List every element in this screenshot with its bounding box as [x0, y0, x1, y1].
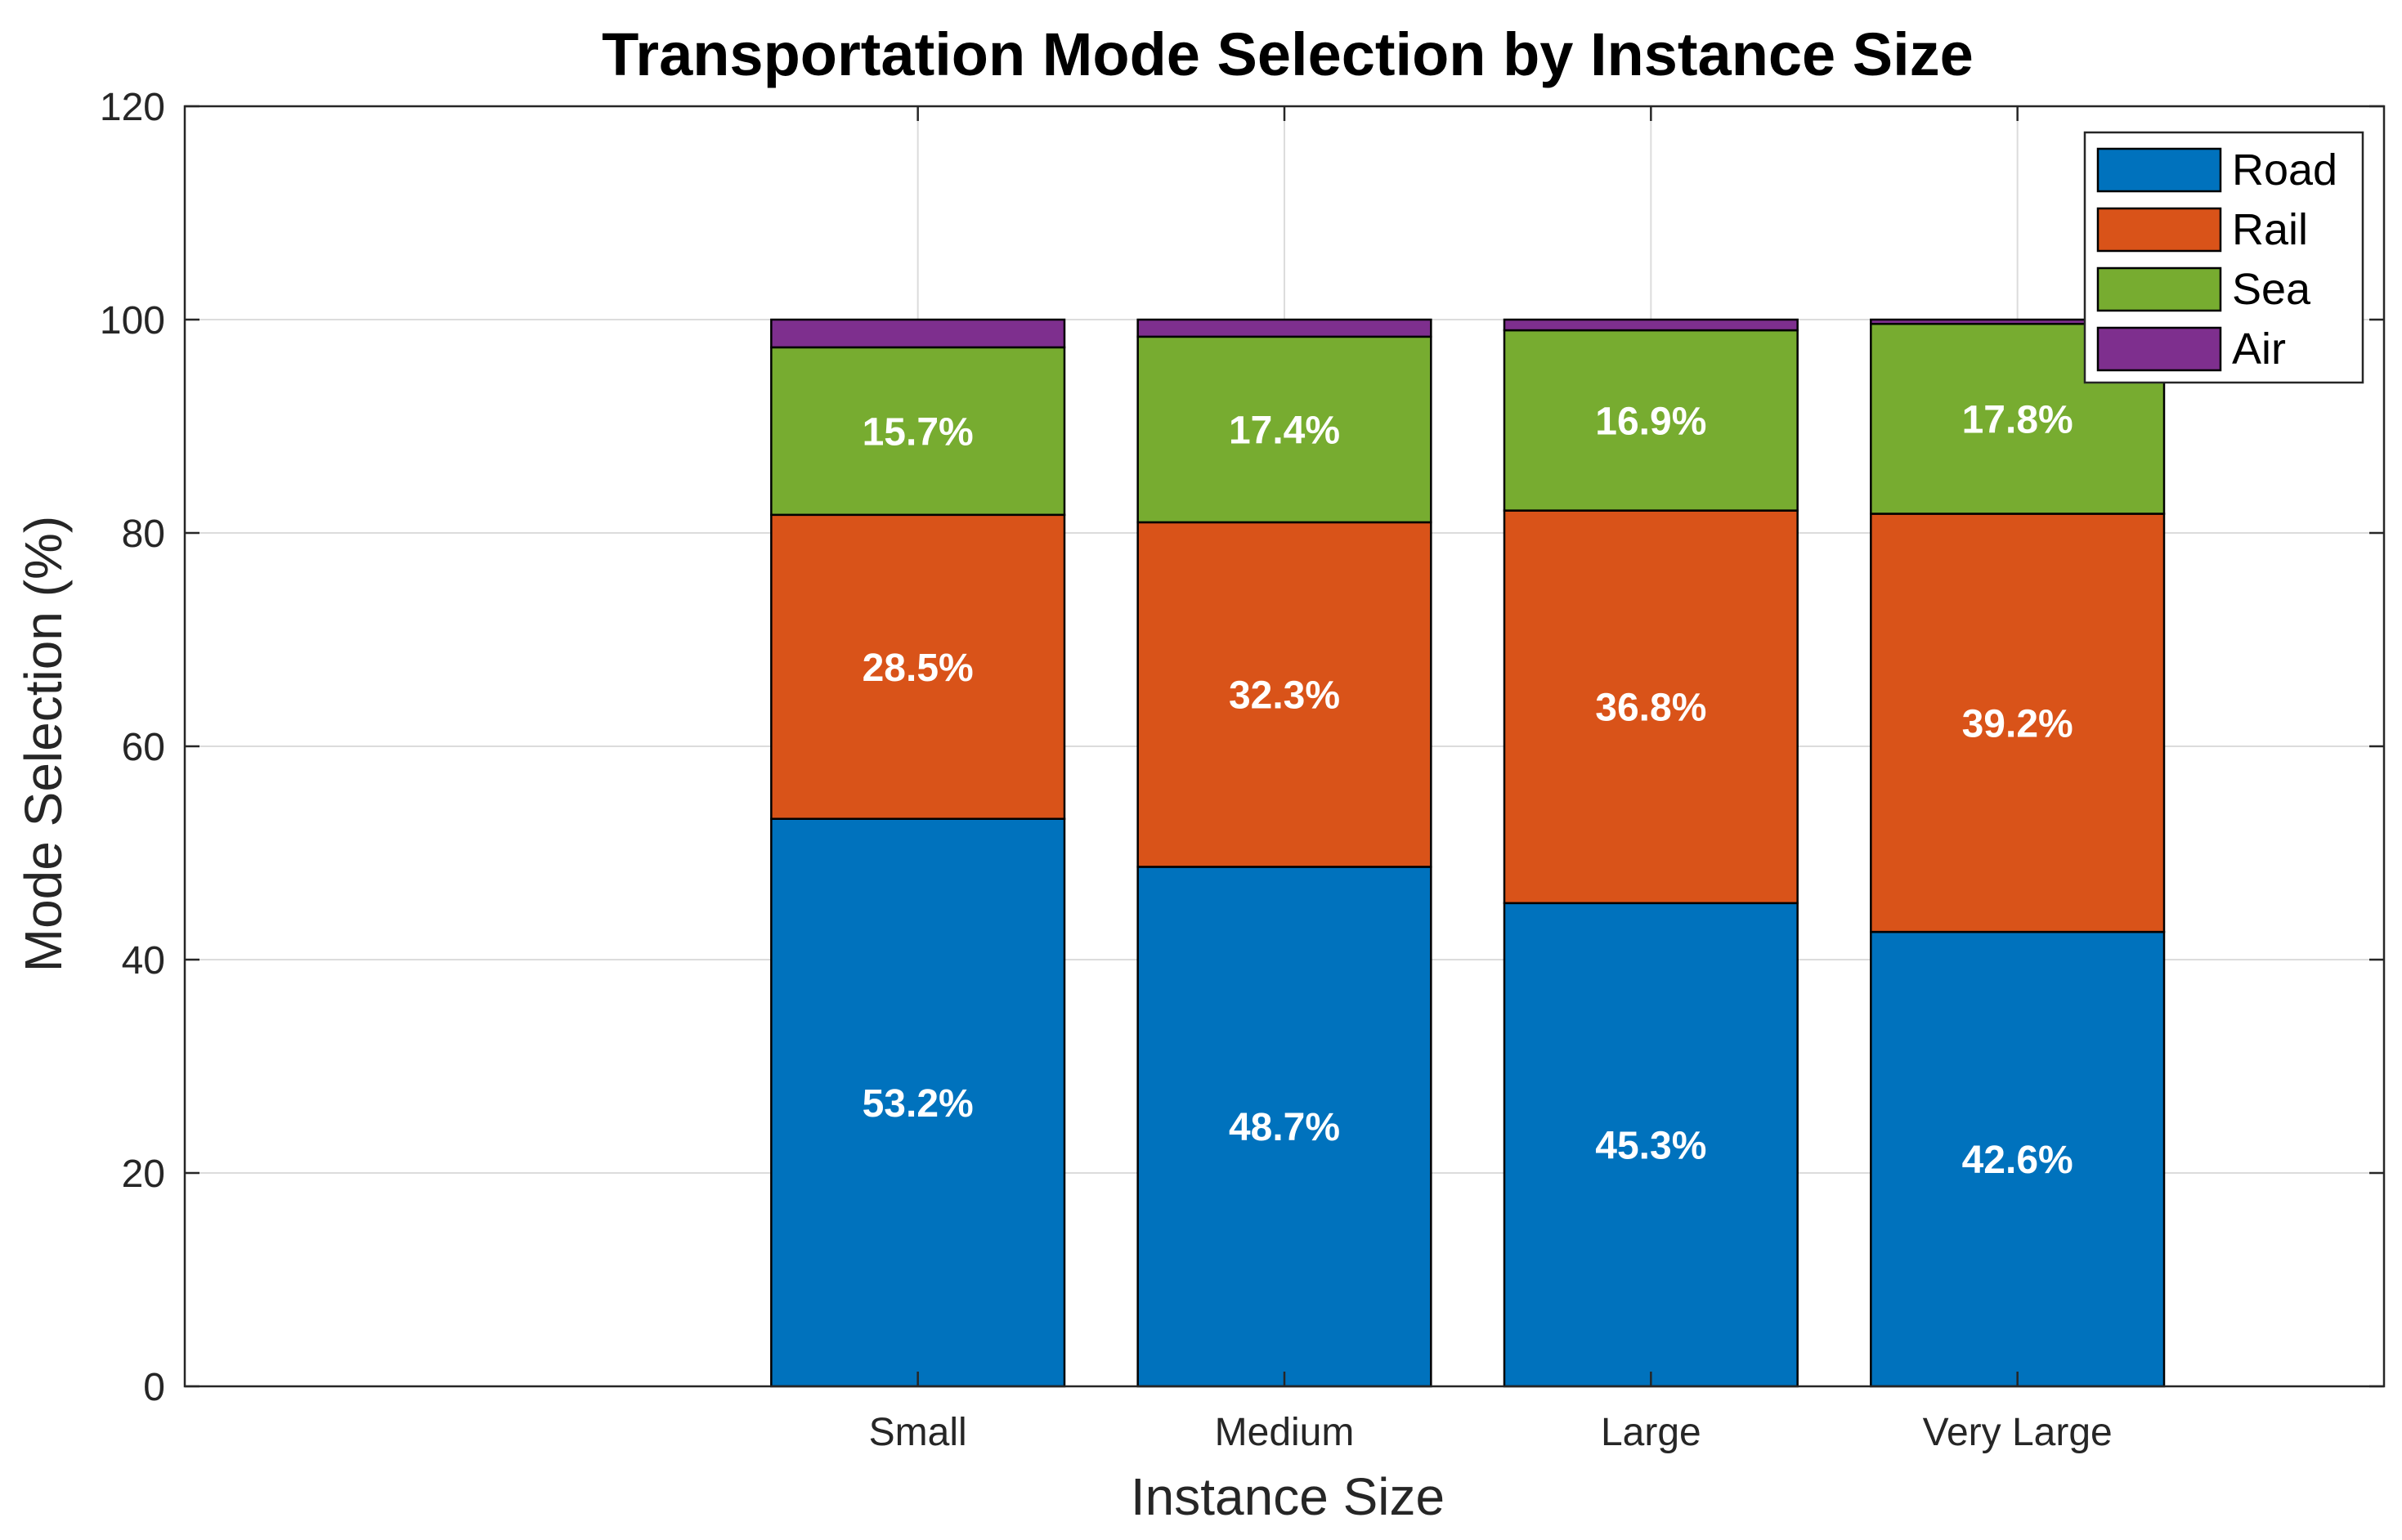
- x-tick-label: Very Large: [1923, 1411, 2113, 1454]
- legend-swatch-air: [2096, 326, 2222, 372]
- bar-segment-air-large: [1503, 318, 1799, 332]
- bar-segment-air-medium: [1136, 318, 1432, 338]
- data-label-sea-very-large: 17.8%: [1962, 398, 2073, 441]
- y-tick-label: 40: [122, 939, 165, 983]
- y-tick-label: 0: [143, 1366, 165, 1409]
- legend-swatch-rail: [2096, 207, 2222, 253]
- y-axis-label: Mode Selection (%): [14, 516, 73, 972]
- data-label-rail-large: 36.8%: [1595, 687, 1706, 730]
- y-tick-label: 60: [122, 726, 165, 769]
- legend: Road Rail Sea Air: [2083, 131, 2364, 384]
- legend-swatch-sea: [2096, 266, 2222, 312]
- bar-segment-rail-large: [1503, 509, 1799, 905]
- data-label-sea-small: 15.7%: [863, 410, 974, 454]
- y-tick-label: 120: [100, 86, 165, 129]
- legend-label-road: Road: [2232, 145, 2337, 195]
- bar-segment-air-small: [770, 318, 1066, 349]
- data-label-road-large: 45.3%: [1595, 1124, 1706, 1167]
- legend-label-rail: Rail: [2232, 205, 2308, 254]
- bars-layer: [770, 318, 2166, 1388]
- y-tick-label: 100: [100, 299, 165, 342]
- bar-segment-road-small: [770, 817, 1066, 1388]
- data-label-rail-small: 28.5%: [863, 647, 974, 690]
- x-tick-label: Small: [869, 1411, 967, 1454]
- data-label-sea-medium: 17.4%: [1229, 409, 1340, 452]
- bar-segment-road-medium: [1136, 866, 1432, 1388]
- data-labels-layer: 53.2% 28.5% 15.7% 48.7% 32.3% 17.4% 45.3% 36.8%…: [863, 398, 2073, 1182]
- legend-swatch-road: [2096, 147, 2222, 193]
- bar-segment-rail-small: [770, 513, 1066, 820]
- x-tick-label: Medium: [1215, 1411, 1355, 1454]
- data-label-road-small: 53.2%: [863, 1082, 974, 1126]
- y-tick-label: 80: [122, 513, 165, 556]
- data-label-rail-medium: 32.3%: [1229, 674, 1340, 718]
- bar-segment-sea-small: [770, 346, 1066, 517]
- bar-segment-rail-medium: [1136, 521, 1432, 868]
- legend-label-sea: Sea: [2232, 265, 2311, 314]
- axes-layer: 0 20 40 60 80 100 120 Small Medium Large Very Larg…: [100, 86, 2386, 1454]
- bar-segment-road-large: [1503, 902, 1799, 1388]
- bar-segment-sea-medium: [1136, 335, 1432, 524]
- data-label-sea-large: 16.9%: [1595, 400, 1706, 443]
- y-tick-label: 20: [122, 1153, 165, 1196]
- data-label-road-medium: 48.7%: [1229, 1106, 1340, 1149]
- chart-title: Transportation Mode Selection by Instanc…: [602, 20, 1974, 88]
- legend-label-air: Air: [2232, 325, 2286, 374]
- x-tick-label: Large: [1601, 1411, 1701, 1454]
- bar-segment-sea-large: [1503, 329, 1799, 512]
- x-axis-label: Instance Size: [1131, 1467, 1445, 1526]
- data-label-road-very-large: 42.6%: [1962, 1139, 2073, 1182]
- data-label-rail-very-large: 39.2%: [1962, 702, 2073, 745]
- bar-segment-road-very-large: [1870, 930, 2166, 1388]
- bar-segment-rail-very-large: [1870, 513, 2166, 933]
